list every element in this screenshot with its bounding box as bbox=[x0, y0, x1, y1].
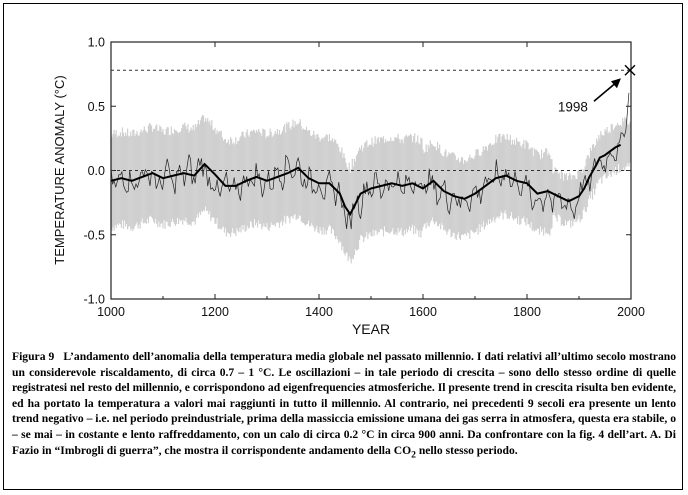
figure-caption: Figura 9 L’andamento dell’anomalia della… bbox=[12, 349, 676, 462]
y-tick-label: -1.0 bbox=[83, 293, 105, 307]
x-axis-label: YEAR bbox=[352, 321, 390, 337]
x-tick-label: 1000 bbox=[97, 305, 125, 319]
x-tick-label: 1400 bbox=[305, 305, 333, 319]
caption-figure-label: Figura 9 bbox=[12, 350, 55, 363]
x-tick-label: 2000 bbox=[617, 305, 645, 319]
caption-text-end: nello stesso periodo. bbox=[415, 443, 518, 457]
x-tick-label: 1600 bbox=[409, 305, 437, 319]
caption-subscript: 2 bbox=[411, 448, 416, 460]
figure-frame: 1000 1200 1400 1600 1800 2000 -1.0 -0.5 0.0 0.5 1.… bbox=[3, 3, 683, 490]
x-tick-label: 1800 bbox=[513, 305, 541, 319]
uncertainty-band bbox=[110, 115, 631, 264]
y-tick-label: 0.0 bbox=[88, 164, 105, 178]
y-tick-label: 1.0 bbox=[88, 36, 105, 50]
smoothed-series-line bbox=[110, 143, 622, 217]
axis-ticks: 1000 1200 1400 1600 1800 2000 -1.0 -0.5 0.0 0.5 1.… bbox=[83, 36, 644, 320]
x-tick-label: 1200 bbox=[201, 305, 229, 319]
y-tick-label: -0.5 bbox=[83, 228, 105, 242]
annotation-arrowhead bbox=[610, 78, 621, 89]
caption-text: L’andamento dell’anomalia della temperat… bbox=[12, 350, 676, 457]
annotation-1998: 1998 bbox=[558, 64, 636, 114]
y-axis-label: TEMPERATURE ANOMALY (°C) bbox=[52, 75, 67, 264]
annotation-label: 1998 bbox=[558, 99, 588, 114]
annotation-marker bbox=[624, 64, 636, 76]
annual-series-line bbox=[110, 92, 630, 230]
series-lines bbox=[110, 92, 630, 230]
y-tick-label: 0.5 bbox=[88, 100, 105, 114]
temperature-anomaly-chart: 1000 1200 1400 1600 1800 2000 -1.0 -0.5 0.0 0.5 1.… bbox=[52, 36, 645, 338]
